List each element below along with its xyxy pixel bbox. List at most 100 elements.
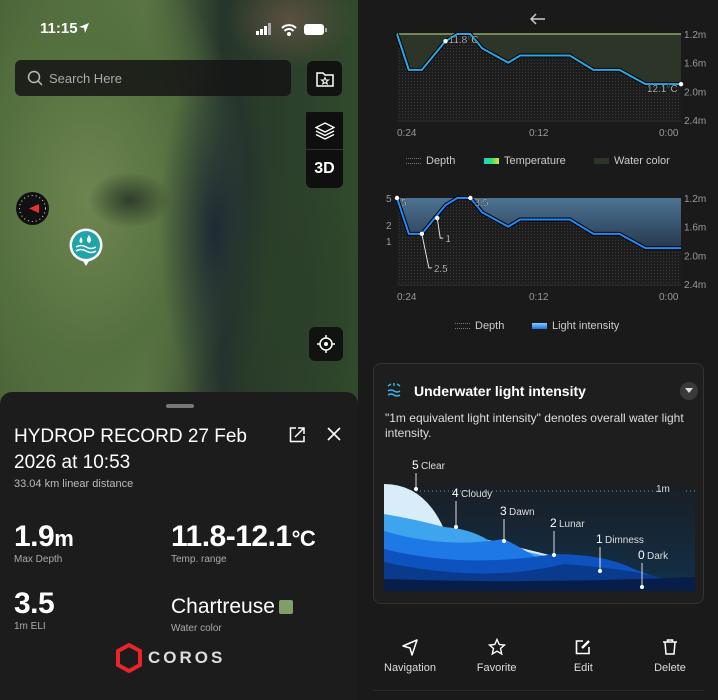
light-intensity-chart: 1.2m 1.6m 2.0m 2.4m 0:24 0:12 0:00 5 2 1 5 2.5 1 3.5 (386, 194, 706, 303)
y-left-tick-label: 1 (386, 237, 392, 248)
level-name: Cloudy (461, 489, 492, 500)
light-intensity-line (396, 197, 681, 250)
navigation-button[interactable]: Navigation (370, 638, 450, 674)
favorites-folder-button[interactable] (307, 61, 342, 96)
hydrop-marker-icon[interactable] (67, 228, 105, 270)
light-swatch (532, 323, 547, 329)
level-point (552, 553, 556, 557)
edit-button[interactable]: Edit (543, 638, 623, 674)
x-tick-label: 0:12 (529, 292, 549, 303)
compass-icon[interactable] (15, 191, 50, 226)
x-tick-label: 0:00 (659, 128, 679, 139)
search-icon (27, 70, 43, 86)
temp-range-label: Temp. range (171, 554, 227, 565)
divider (373, 690, 704, 691)
annotation-point (443, 38, 448, 44)
chevron-down-icon (685, 388, 693, 393)
level-name: Clear (421, 461, 446, 472)
water-color-swatch (278, 600, 293, 614)
detail-panel (360, 0, 718, 700)
y-tick-label: 2.4m (684, 116, 706, 127)
water-color-value: Chartreuse (171, 595, 275, 618)
close-icon[interactable] (327, 427, 341, 441)
annotation-label: 1 (445, 234, 451, 245)
battery-icon (304, 24, 327, 35)
level-number: 5 (412, 459, 419, 472)
max-depth-unit: m (54, 526, 74, 551)
annotation-point (468, 195, 473, 201)
level-point (414, 487, 418, 491)
wifi-icon (281, 24, 297, 36)
depth-area (397, 198, 681, 284)
trash-icon (662, 639, 677, 655)
temp-range-unit: °C (291, 526, 316, 551)
level-name: Dark (647, 551, 669, 562)
annotation-label: 5 (401, 198, 407, 209)
layers-button[interactable] (306, 112, 343, 150)
legend-water-color: Water color (594, 155, 670, 167)
layers-icon (314, 121, 335, 140)
crosshair-icon (317, 335, 335, 353)
1m-label: 1m (656, 484, 670, 495)
water-color-label: Water color (171, 623, 222, 634)
location-arrow-icon (79, 23, 89, 33)
eli-label: 1m ELI (14, 621, 46, 632)
level-number: 3 (500, 504, 507, 518)
level-name: Lunar (559, 519, 585, 530)
water-color-legend-swatch (594, 158, 609, 164)
folder-star-icon (315, 71, 334, 87)
coros-hexagon-icon (116, 643, 142, 673)
y-tick-label: 1.2m (684, 30, 706, 41)
annotation-label: 2.5 (434, 264, 448, 275)
collapse-button[interactable] (680, 382, 698, 400)
annotation-point (678, 81, 684, 87)
depth-swatch (406, 158, 421, 164)
level-point (598, 569, 602, 573)
y-tick-label: 2.4m (684, 280, 706, 291)
light-area (397, 198, 681, 249)
y-tick-label: 1.6m (684, 59, 706, 70)
linear-distance: 33.04 km linear distance (14, 478, 134, 490)
x-tick-label: 0:12 (529, 128, 549, 139)
navigation-icon (402, 639, 418, 656)
action-bar: Navigation Favorite Edit Delete (370, 638, 710, 674)
level-number: 4 (452, 486, 459, 500)
3d-toggle-button[interactable]: 3D (306, 150, 343, 188)
max-depth-stat: 1.9m Max Depth (14, 520, 74, 565)
x-tick-label: 0:24 (397, 128, 417, 139)
drag-handle[interactable] (166, 404, 194, 408)
y-tick-label: 1.6m (684, 223, 706, 234)
map-controls: 3D (306, 112, 343, 188)
water-color-stat: Chartreuse Water color (171, 595, 293, 634)
annotation-leader (421, 233, 432, 269)
record-sheet: HYDROP RECORD 27 Feb 2026 at 10:53 33.04… (0, 392, 358, 700)
annotation-label: 12.1°C (647, 84, 678, 95)
search-bar[interactable] (15, 60, 291, 96)
level-point (640, 585, 644, 589)
search-input[interactable] (49, 70, 269, 86)
share-icon[interactable] (289, 426, 306, 443)
level-name: Dawn (509, 507, 535, 518)
depth-area (397, 34, 681, 120)
card-title: Underwater light intensity (414, 383, 586, 399)
legend-temperature: Temperature (484, 155, 566, 167)
y-left-tick-label: 5 (386, 194, 392, 205)
level-point (454, 525, 458, 529)
delete-button[interactable]: Delete (630, 638, 710, 674)
status-icons (256, 23, 327, 36)
locate-me-button[interactable] (309, 327, 343, 361)
annotation-label: 11.8°C (449, 35, 479, 46)
level-number: 1 (596, 532, 603, 546)
max-depth-label: Max Depth (14, 554, 63, 565)
temperature-chart: 1.2m 1.6m 2.0m 2.4m 0:24 0:12 0:00 11.8°C 12.1°C (395, 30, 706, 139)
y-tick-label: 2.0m (684, 87, 706, 98)
y-left-tick-label: 2 (386, 221, 392, 232)
star-icon (487, 638, 506, 656)
max-depth-value: 1.9 (14, 520, 55, 553)
signal-icon (256, 23, 271, 35)
back-arrow-icon[interactable] (530, 13, 546, 25)
eli-stat: 3.5 1m ELI (14, 587, 55, 632)
favorite-button[interactable]: Favorite (457, 638, 537, 674)
temp-range-stat: 11.8-12.1°C Temp. range (171, 520, 316, 565)
temperature-line (396, 33, 681, 86)
